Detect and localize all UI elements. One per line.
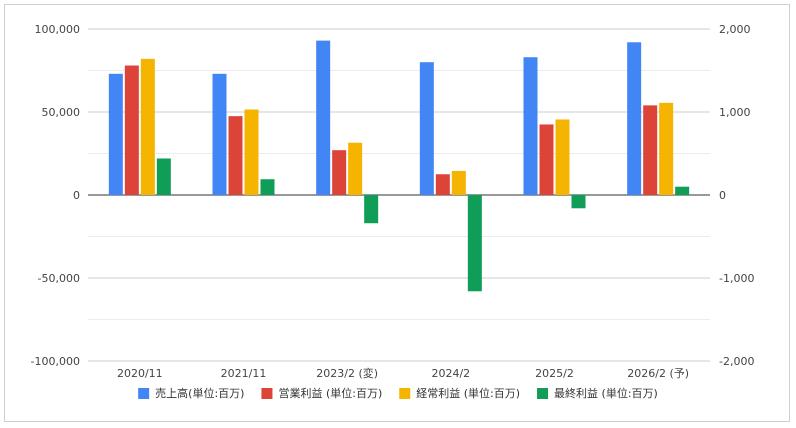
bar-2-5: [539, 124, 554, 195]
x-category-label: 2023/2 (変): [316, 366, 378, 380]
right-axis-tick-label: -1,000: [719, 272, 754, 285]
bar-4-4: [467, 195, 482, 292]
bar-4-3: [364, 195, 379, 224]
legend-swatch: [399, 388, 411, 399]
left-axis-tick-label: -100,000: [31, 355, 80, 368]
x-category-label: 2024/2: [431, 367, 470, 380]
bar-3-4: [451, 170, 466, 195]
bar-3-2: [244, 109, 259, 195]
legend-swatch: [261, 388, 273, 399]
legend-swatch: [138, 388, 150, 399]
x-category-label: 2021/11: [221, 367, 267, 380]
right-axis-tick-label: 0: [719, 189, 726, 202]
bar-1-5: [523, 57, 538, 195]
bar-2-1: [124, 65, 139, 196]
right-axis-tick-label: 1,000: [719, 106, 751, 119]
bar-1-6: [627, 42, 642, 195]
legend-label: 最終利益 (単位:百万): [554, 386, 658, 400]
left-axis-tick-label: 0: [73, 189, 80, 202]
left-axis-tick-label: 100,000: [35, 23, 81, 36]
bar-1-1: [108, 73, 123, 195]
legend-swatch: [537, 388, 549, 399]
bar-2-3: [332, 150, 347, 195]
bar-4-5: [571, 195, 586, 209]
x-category-label: 2025/2: [535, 367, 574, 380]
right-axis-tick-label: -2,000: [719, 355, 754, 368]
bars: [108, 40, 690, 292]
bar-4-6: [675, 186, 690, 195]
bar-2-4: [435, 174, 450, 195]
bar-3-1: [140, 58, 155, 195]
bar-1-2: [212, 73, 227, 195]
x-category-label: 2026/2 (予): [627, 367, 689, 380]
bar-2-2: [228, 116, 243, 195]
x-category-label: 2020/11: [117, 367, 163, 380]
right-axis-tick-label: 2,000: [719, 23, 751, 36]
legend-label: 営業利益 (単位:百万): [278, 386, 382, 400]
bar-3-5: [555, 119, 570, 195]
bar-4-1: [156, 158, 171, 195]
legend: 売上高(単位:百万) 営業利益 (単位:百万) 経常利益 (単位:百万) 最終利益 (…: [138, 386, 658, 400]
left-axis-tick-label: -50,000: [38, 272, 80, 285]
gridlines: [88, 28, 710, 362]
bar-2-6: [643, 105, 658, 195]
bar-1-4: [419, 62, 434, 196]
legend-label: 売上高(単位:百万): [155, 386, 244, 400]
left-axis-tick-label: 50,000: [42, 106, 81, 119]
bar-3-3: [348, 142, 363, 195]
legend-label: 経常利益 (単位:百万): [416, 386, 520, 400]
bar-1-3: [316, 40, 331, 196]
bar-4-2: [260, 179, 275, 195]
bar-3-6: [659, 102, 674, 195]
